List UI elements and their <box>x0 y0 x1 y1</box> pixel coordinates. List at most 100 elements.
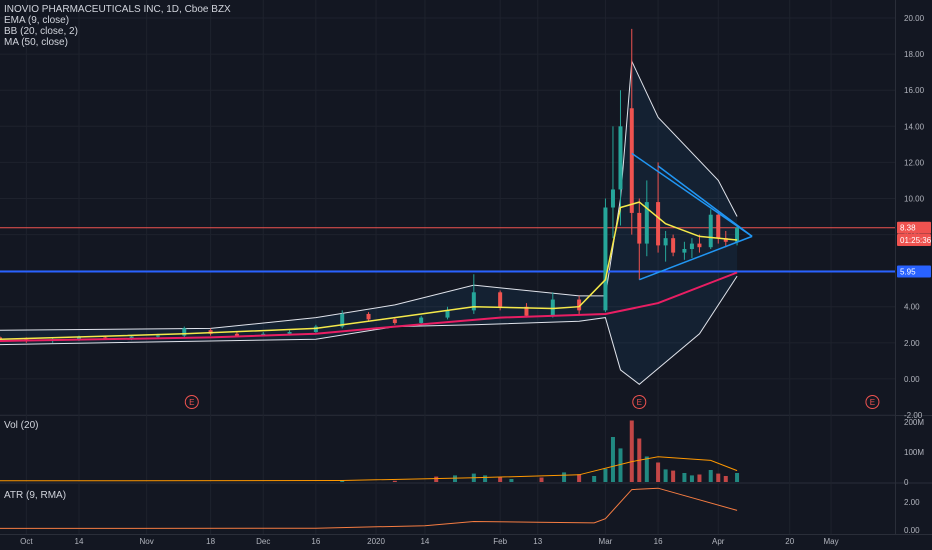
ema-9-line[interactable] <box>0 201 738 340</box>
candle[interactable] <box>637 198 642 280</box>
x-tick-label: Nov <box>140 537 154 546</box>
candle[interactable] <box>0 336 2 341</box>
candle[interactable] <box>682 241 687 260</box>
earnings-marker-icon[interactable] <box>184 395 199 409</box>
candle[interactable] <box>366 312 371 322</box>
volume-bar[interactable] <box>592 476 597 482</box>
atr-pane[interactable] <box>0 487 738 529</box>
volume-bar[interactable] <box>483 475 488 482</box>
ma-50-line[interactable] <box>0 271 738 342</box>
price-badge[interactable]: 01:25:36 <box>897 233 932 246</box>
candle-body <box>689 243 694 249</box>
volume-bar[interactable] <box>723 476 728 482</box>
y-tick-label: 2.00 <box>904 339 920 348</box>
price-badge-background <box>897 221 931 234</box>
candle-body <box>644 202 649 244</box>
price-scale[interactable]: 20.0018.0016.0014.0012.0010.008.006.004.… <box>897 14 932 535</box>
candle[interactable] <box>656 162 661 253</box>
candle-body <box>723 238 728 242</box>
candle[interactable] <box>419 315 424 325</box>
candle[interactable] <box>618 90 623 226</box>
volume-bar[interactable] <box>689 475 694 482</box>
candle[interactable] <box>697 234 702 253</box>
volume-bar[interactable] <box>682 473 687 482</box>
candle[interactable] <box>471 274 476 314</box>
trend-line[interactable] <box>639 235 753 281</box>
volume-bar[interactable] <box>610 437 615 482</box>
x-tick-label: 2020 <box>367 537 385 546</box>
volume-bar[interactable] <box>434 476 439 482</box>
x-tick-label: 14 <box>75 537 84 546</box>
volume-bar[interactable] <box>340 480 345 482</box>
indicator-bb-label[interactable]: BB (20, close, 2) <box>4 26 78 37</box>
price-badge-label: 5.95 <box>900 268 916 277</box>
price-badge-label: 01:25:36 <box>900 236 932 245</box>
volume-bar[interactable] <box>716 473 721 482</box>
candle-body <box>637 212 642 244</box>
candle[interactable] <box>524 303 529 318</box>
candle[interactable] <box>550 292 555 318</box>
atr-line[interactable] <box>0 487 738 529</box>
volume-bar[interactable] <box>644 456 649 483</box>
candle[interactable] <box>629 28 634 235</box>
candle-body <box>419 317 424 323</box>
x-tick-label: 13 <box>533 537 542 546</box>
volume-bar[interactable] <box>697 474 702 483</box>
volume-bar[interactable] <box>562 472 567 482</box>
earnings-marker-label: E <box>870 398 875 407</box>
y-tick-label: 2.00 <box>904 498 920 507</box>
bollinger-upper-line[interactable] <box>0 59 738 331</box>
candle-body <box>716 214 721 239</box>
candle[interactable] <box>610 126 615 239</box>
volume-bar[interactable] <box>509 479 514 482</box>
indicator-ema-label[interactable]: EMA (9, close) <box>4 15 70 26</box>
volume-bar[interactable] <box>618 448 623 482</box>
trend-line[interactable] <box>631 152 753 237</box>
volume-bar[interactable] <box>629 420 634 483</box>
time-scale[interactable]: Oct 14 Nov 18 Dec 16 2020 14 Feb 13 Mar 16 Apr 20 May <box>20 537 839 546</box>
volume-bar[interactable] <box>498 477 503 482</box>
candle[interactable] <box>445 306 450 320</box>
symbol-title[interactable]: INOVIO PHARMACEUTICALS INC, 1D, Cboe BZX <box>4 4 231 15</box>
volume-ma-line[interactable] <box>0 456 738 482</box>
candle[interactable] <box>708 209 713 249</box>
volume-pane[interactable] <box>0 420 740 483</box>
volume-bar[interactable] <box>392 480 397 482</box>
volume-bar[interactable] <box>708 470 713 482</box>
candle[interactable] <box>603 198 608 313</box>
volume-bar[interactable] <box>663 469 668 482</box>
candle-body <box>471 292 476 311</box>
price-badge[interactable]: 8.38 <box>897 221 931 234</box>
earnings-marker-icon[interactable] <box>865 395 880 409</box>
volume-bar[interactable] <box>603 468 608 482</box>
candle[interactable] <box>313 324 318 334</box>
volume-legend[interactable]: Vol (20) <box>4 420 39 431</box>
y-tick-label: 18.00 <box>904 50 925 59</box>
candle-body <box>445 310 450 318</box>
earnings-marker-label: E <box>189 398 194 407</box>
candle[interactable] <box>392 317 397 325</box>
volume-bar[interactable] <box>671 470 676 482</box>
x-tick-label: 14 <box>420 537 429 546</box>
candle-body <box>671 238 676 253</box>
indicator-ma-label[interactable]: MA (50, close) <box>4 37 68 48</box>
volume-bar[interactable] <box>577 474 582 482</box>
price-badge[interactable]: 5.95 <box>897 265 931 278</box>
price-badge-label: 8.38 <box>900 224 916 233</box>
atr-legend[interactable]: ATR (9, RMA) <box>4 490 67 501</box>
volume-bar[interactable] <box>735 473 740 482</box>
trend-line[interactable] <box>657 165 753 237</box>
candle[interactable] <box>182 326 187 338</box>
volume-bar[interactable] <box>656 462 661 483</box>
earnings-marker-icon[interactable] <box>632 395 647 409</box>
bollinger-lower-line[interactable] <box>0 275 738 385</box>
candle[interactable] <box>689 238 694 259</box>
candle[interactable] <box>663 230 668 262</box>
candle-body <box>234 333 239 336</box>
candle[interactable] <box>644 180 649 257</box>
candle[interactable] <box>671 234 676 257</box>
volume-bar[interactable] <box>539 477 544 483</box>
volume-bar[interactable] <box>453 475 458 482</box>
